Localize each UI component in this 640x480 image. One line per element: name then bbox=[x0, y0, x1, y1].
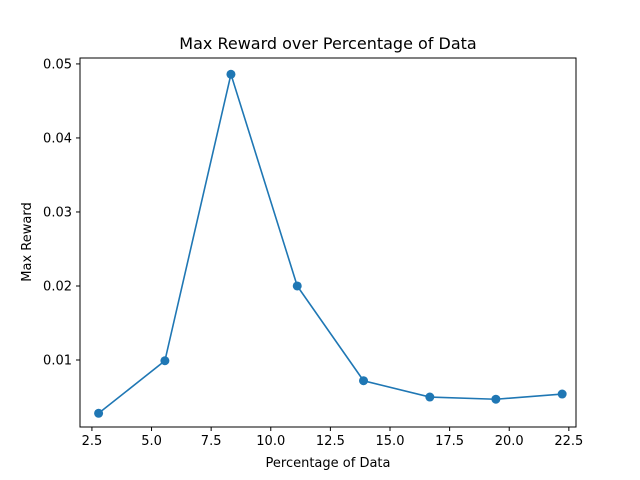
y-tick-label: 0.03 bbox=[43, 205, 72, 220]
x-tick-label: 20.0 bbox=[495, 434, 524, 449]
series-line bbox=[98, 71, 563, 414]
data-point bbox=[425, 392, 435, 402]
x-tick-label: 12.5 bbox=[316, 434, 345, 449]
x-axis: 2.5 5.0 7.5 10.0 12.5 15.0 17.5 20.0 22.5 bbox=[82, 427, 583, 449]
x-tick-label: 10.0 bbox=[256, 434, 285, 449]
plot-area bbox=[79, 57, 577, 428]
data-point bbox=[226, 69, 236, 79]
y-tick-label: 0.02 bbox=[43, 279, 72, 294]
x-tick-label: 17.5 bbox=[435, 434, 464, 449]
data-point bbox=[292, 281, 302, 291]
x-tick-label: 5.0 bbox=[141, 434, 162, 449]
data-point bbox=[160, 356, 170, 366]
y-axis-label: Max Reward bbox=[20, 202, 35, 281]
data-point bbox=[359, 376, 369, 386]
series-group bbox=[94, 69, 567, 418]
x-tick-label: 7.5 bbox=[201, 434, 222, 449]
x-tick-label: 15.0 bbox=[376, 434, 405, 449]
y-axis: 0.01 0.02 0.03 0.04 0.05 bbox=[43, 57, 80, 369]
data-point bbox=[94, 408, 104, 418]
x-tick-label: 2.5 bbox=[82, 434, 103, 449]
data-point bbox=[491, 394, 501, 404]
y-tick-label: 0.04 bbox=[43, 131, 72, 146]
y-tick-label: 0.05 bbox=[43, 57, 72, 72]
data-point bbox=[557, 389, 567, 399]
y-tick-label: 0.01 bbox=[43, 354, 72, 369]
x-tick-label: 22.5 bbox=[554, 434, 583, 449]
chart-title: Max Reward over Percentage of Data bbox=[179, 34, 476, 53]
x-axis-label: Percentage of Data bbox=[266, 456, 391, 471]
